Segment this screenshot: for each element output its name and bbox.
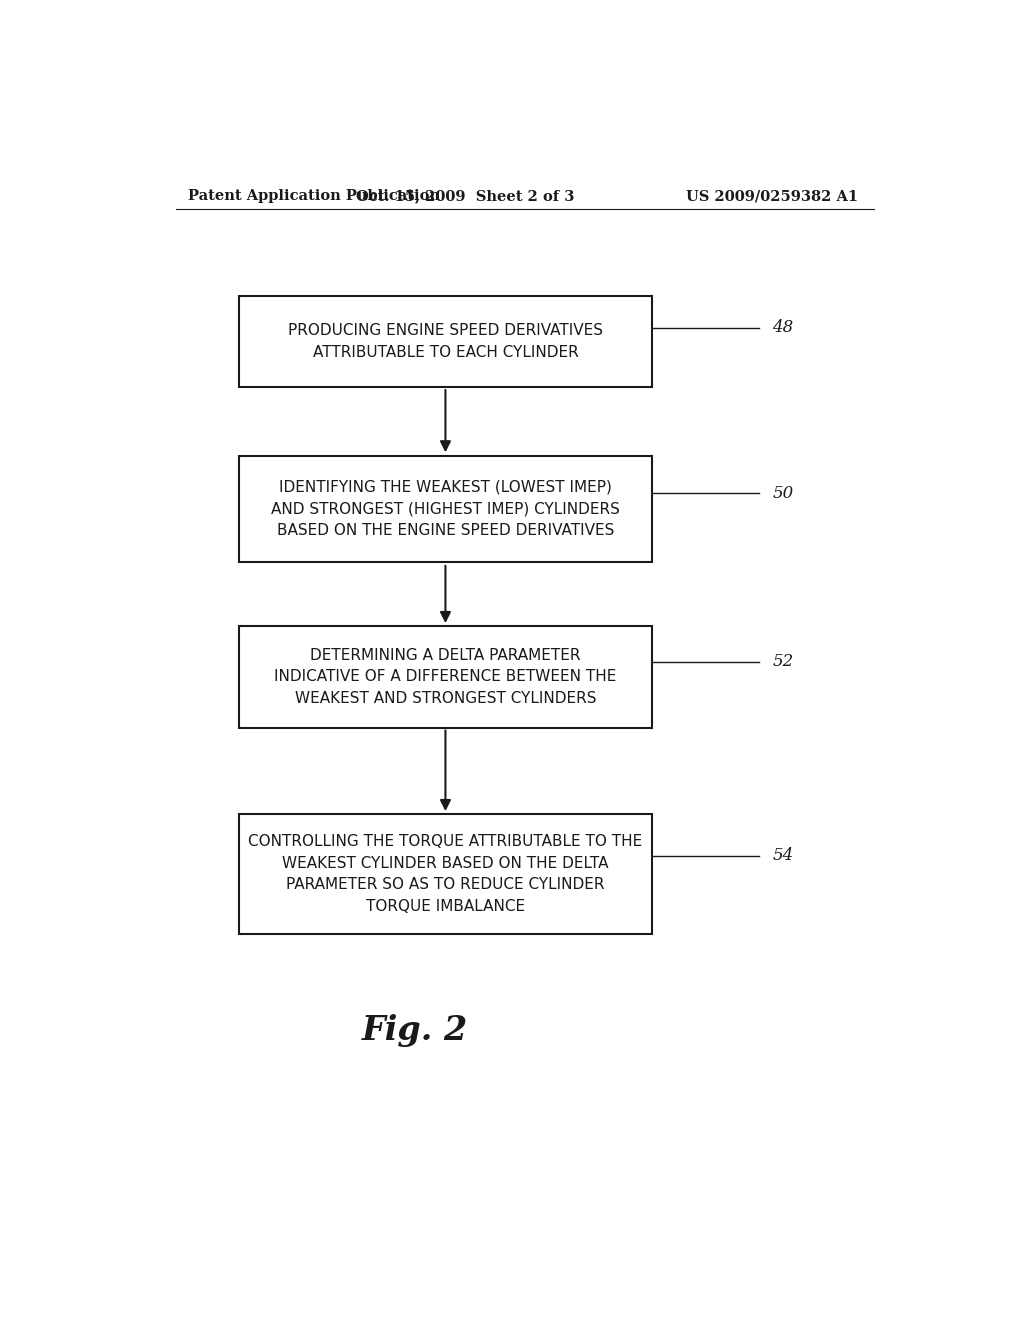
FancyBboxPatch shape [240, 626, 652, 727]
Text: IDENTIFYING THE WEAKEST (LOWEST IMEP)
AND STRONGEST (HIGHEST IMEP) CYLINDERS
BAS: IDENTIFYING THE WEAKEST (LOWEST IMEP) AN… [271, 480, 620, 539]
Text: 48: 48 [772, 319, 794, 337]
FancyBboxPatch shape [240, 455, 652, 562]
Text: 52: 52 [772, 653, 794, 671]
Text: US 2009/0259382 A1: US 2009/0259382 A1 [686, 189, 858, 203]
Text: DETERMINING A DELTA PARAMETER
INDICATIVE OF A DIFFERENCE BETWEEN THE
WEAKEST AND: DETERMINING A DELTA PARAMETER INDICATIVE… [274, 648, 616, 706]
FancyBboxPatch shape [240, 814, 652, 935]
Text: Patent Application Publication: Patent Application Publication [187, 189, 439, 203]
FancyBboxPatch shape [240, 296, 652, 387]
Text: 54: 54 [772, 847, 794, 865]
Text: Fig. 2: Fig. 2 [362, 1014, 468, 1047]
Text: PRODUCING ENGINE SPEED DERIVATIVES
ATTRIBUTABLE TO EACH CYLINDER: PRODUCING ENGINE SPEED DERIVATIVES ATTRI… [288, 323, 603, 359]
Text: 50: 50 [772, 484, 794, 502]
Text: Oct. 15, 2009  Sheet 2 of 3: Oct. 15, 2009 Sheet 2 of 3 [356, 189, 574, 203]
Text: CONTROLLING THE TORQUE ATTRIBUTABLE TO THE
WEAKEST CYLINDER BASED ON THE DELTA
P: CONTROLLING THE TORQUE ATTRIBUTABLE TO T… [248, 834, 643, 913]
